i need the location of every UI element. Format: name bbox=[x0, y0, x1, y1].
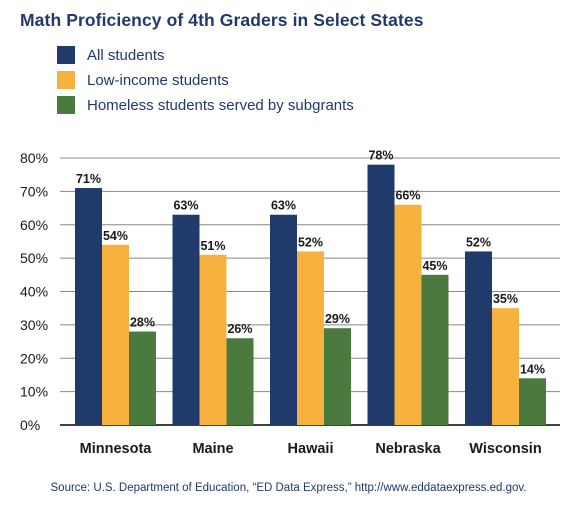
y-tick-label-2: 20% bbox=[20, 350, 48, 366]
legend: All students Low-income students Homeles… bbox=[57, 44, 354, 119]
bar-nebraska-low-income-students bbox=[394, 204, 422, 425]
data-label-nebraska-homeless-students-served-by-subgrants: 45% bbox=[422, 259, 447, 273]
chart-title: Math Proficiency of 4th Graders in Selec… bbox=[20, 10, 424, 30]
data-label-minnesota-all-students: 71% bbox=[76, 172, 101, 186]
data-label-maine-all-students: 63% bbox=[173, 199, 198, 213]
legend-item-all-students: All students bbox=[57, 44, 354, 66]
y-tick-label-7: 70% bbox=[20, 183, 48, 199]
y-tick-label-8: 80% bbox=[20, 150, 48, 166]
data-label-minnesota-homeless-students-served-by-subgrants: 28% bbox=[130, 316, 155, 330]
bar-hawaii-homeless-students-served-by-subgrants bbox=[324, 328, 351, 425]
data-label-nebraska-all-students: 78% bbox=[368, 149, 393, 163]
bar-wisconsin-homeless-students-served-by-subgrants bbox=[519, 378, 546, 425]
bar-chart: 0% 10% 20% 30% 40% 50% 60% 70% 80% 71% 54% 28% Minne… bbox=[20, 149, 560, 457]
data-label-hawaii-all-students: 63% bbox=[271, 199, 296, 213]
y-tick-label-3: 30% bbox=[20, 317, 48, 333]
legend-swatch-all-students bbox=[57, 46, 75, 64]
legend-swatch-low-income bbox=[57, 71, 75, 89]
x-tick-label-wisconsin: Wisconsin bbox=[469, 441, 541, 457]
legend-item-homeless: Homeless students served by subgrants bbox=[57, 94, 354, 116]
bar-nebraska-homeless-students-served-by-subgrants bbox=[421, 274, 449, 425]
bar-minnesota-homeless-students-served-by-subgrants bbox=[129, 331, 156, 425]
bar-wisconsin-all-students bbox=[465, 251, 492, 425]
legend-item-low-income: Low-income students bbox=[57, 69, 354, 91]
y-tick-label-6: 60% bbox=[20, 217, 48, 233]
bar-nebraska-all-students bbox=[367, 164, 395, 426]
legend-swatch-homeless bbox=[57, 96, 75, 114]
x-tick-label-maine: Maine bbox=[192, 441, 233, 457]
x-tick-label-minnesota: Minnesota bbox=[80, 441, 153, 457]
source-note: Source: U.S. Department of Education, “E… bbox=[50, 482, 527, 494]
data-label-maine-homeless-students-served-by-subgrants: 26% bbox=[227, 322, 252, 336]
data-label-hawaii-homeless-students-served-by-subgrants: 29% bbox=[325, 312, 350, 326]
y-tick-label-4: 40% bbox=[20, 284, 48, 300]
data-label-hawaii-low-income-students: 52% bbox=[298, 235, 323, 249]
y-tick-label-5: 50% bbox=[20, 250, 48, 266]
legend-label-all-students: All students bbox=[87, 46, 165, 64]
data-label-maine-low-income-students: 51% bbox=[200, 239, 225, 253]
data-label-nebraska-low-income-students: 66% bbox=[395, 189, 420, 203]
bar-wisconsin-low-income-students bbox=[492, 308, 519, 425]
x-tick-label-hawaii: Hawaii bbox=[288, 441, 334, 457]
y-tick-label-1: 10% bbox=[20, 384, 48, 400]
bar-maine-all-students bbox=[172, 214, 200, 425]
data-label-wisconsin-all-students: 52% bbox=[466, 235, 491, 249]
bar-hawaii-low-income-students bbox=[297, 251, 324, 425]
bar-hawaii-all-students bbox=[270, 214, 297, 425]
legend-label-low-income: Low-income students bbox=[87, 71, 229, 89]
x-tick-label-nebraska: Nebraska bbox=[375, 441, 441, 457]
bar-maine-low-income-students bbox=[199, 254, 227, 425]
bar-minnesota-low-income-students bbox=[102, 244, 129, 425]
bar-maine-homeless-students-served-by-subgrants bbox=[226, 338, 254, 425]
legend-label-homeless: Homeless students served by subgrants bbox=[87, 96, 354, 114]
data-label-wisconsin-low-income-students: 35% bbox=[493, 292, 518, 306]
data-label-minnesota-low-income-students: 54% bbox=[103, 229, 128, 243]
data-label-wisconsin-homeless-students-served-by-subgrants: 14% bbox=[520, 362, 545, 376]
bar-minnesota-all-students bbox=[75, 188, 102, 425]
y-tick-label-0: 0% bbox=[20, 417, 40, 433]
